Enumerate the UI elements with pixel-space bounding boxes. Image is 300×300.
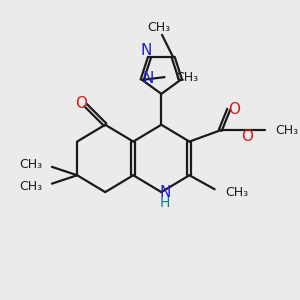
Text: N: N bbox=[141, 43, 152, 58]
Text: CH₃: CH₃ bbox=[225, 186, 248, 199]
Text: CH₃: CH₃ bbox=[19, 158, 42, 170]
Text: O: O bbox=[228, 102, 240, 117]
Text: CH₃: CH₃ bbox=[275, 124, 298, 137]
Text: CH₃: CH₃ bbox=[19, 180, 42, 193]
Text: H: H bbox=[160, 196, 170, 210]
Text: CH₃: CH₃ bbox=[175, 70, 198, 84]
Text: CH₃: CH₃ bbox=[148, 21, 171, 34]
Text: O: O bbox=[75, 96, 87, 111]
Text: N: N bbox=[142, 71, 154, 86]
Text: N: N bbox=[159, 184, 170, 200]
Text: O: O bbox=[241, 129, 253, 144]
